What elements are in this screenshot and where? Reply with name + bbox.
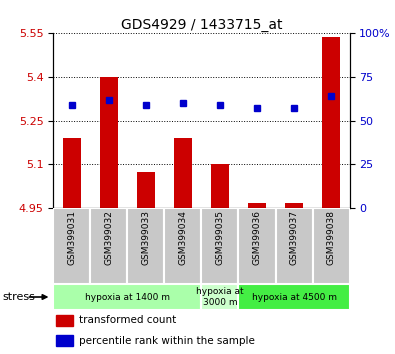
Bar: [53, 284, 201, 310]
Bar: [322, 37, 340, 208]
Bar: [62, 138, 81, 208]
Bar: [56, 335, 73, 346]
Bar: [201, 208, 239, 284]
Bar: [211, 164, 229, 208]
Text: GSM399035: GSM399035: [215, 210, 224, 265]
Text: GSM399031: GSM399031: [67, 210, 76, 265]
Bar: [312, 208, 350, 284]
Bar: [276, 208, 312, 284]
Bar: [100, 77, 118, 208]
Text: GSM399033: GSM399033: [141, 210, 150, 265]
Bar: [137, 172, 155, 208]
Text: percentile rank within the sample: percentile rank within the sample: [79, 336, 254, 346]
Text: GSM399038: GSM399038: [327, 210, 336, 265]
Bar: [56, 315, 73, 326]
Text: GSM399037: GSM399037: [290, 210, 299, 265]
Bar: [164, 208, 201, 284]
Bar: [90, 208, 127, 284]
Bar: [285, 203, 303, 208]
Bar: [248, 203, 266, 208]
Bar: [239, 284, 350, 310]
Bar: [127, 208, 164, 284]
Bar: [53, 208, 90, 284]
Text: hypoxia at 4500 m: hypoxia at 4500 m: [252, 292, 337, 302]
Text: hypoxia at
3000 m: hypoxia at 3000 m: [196, 287, 244, 307]
Bar: [239, 208, 276, 284]
Text: GSM399034: GSM399034: [179, 210, 188, 264]
Bar: [201, 284, 239, 310]
Text: stress: stress: [2, 292, 35, 302]
Title: GDS4929 / 1433715_at: GDS4929 / 1433715_at: [121, 18, 282, 32]
Bar: [174, 138, 192, 208]
Text: GSM399032: GSM399032: [104, 210, 113, 264]
Text: hypoxia at 1400 m: hypoxia at 1400 m: [85, 292, 170, 302]
Text: transformed count: transformed count: [79, 315, 176, 325]
Text: GSM399036: GSM399036: [252, 210, 261, 265]
